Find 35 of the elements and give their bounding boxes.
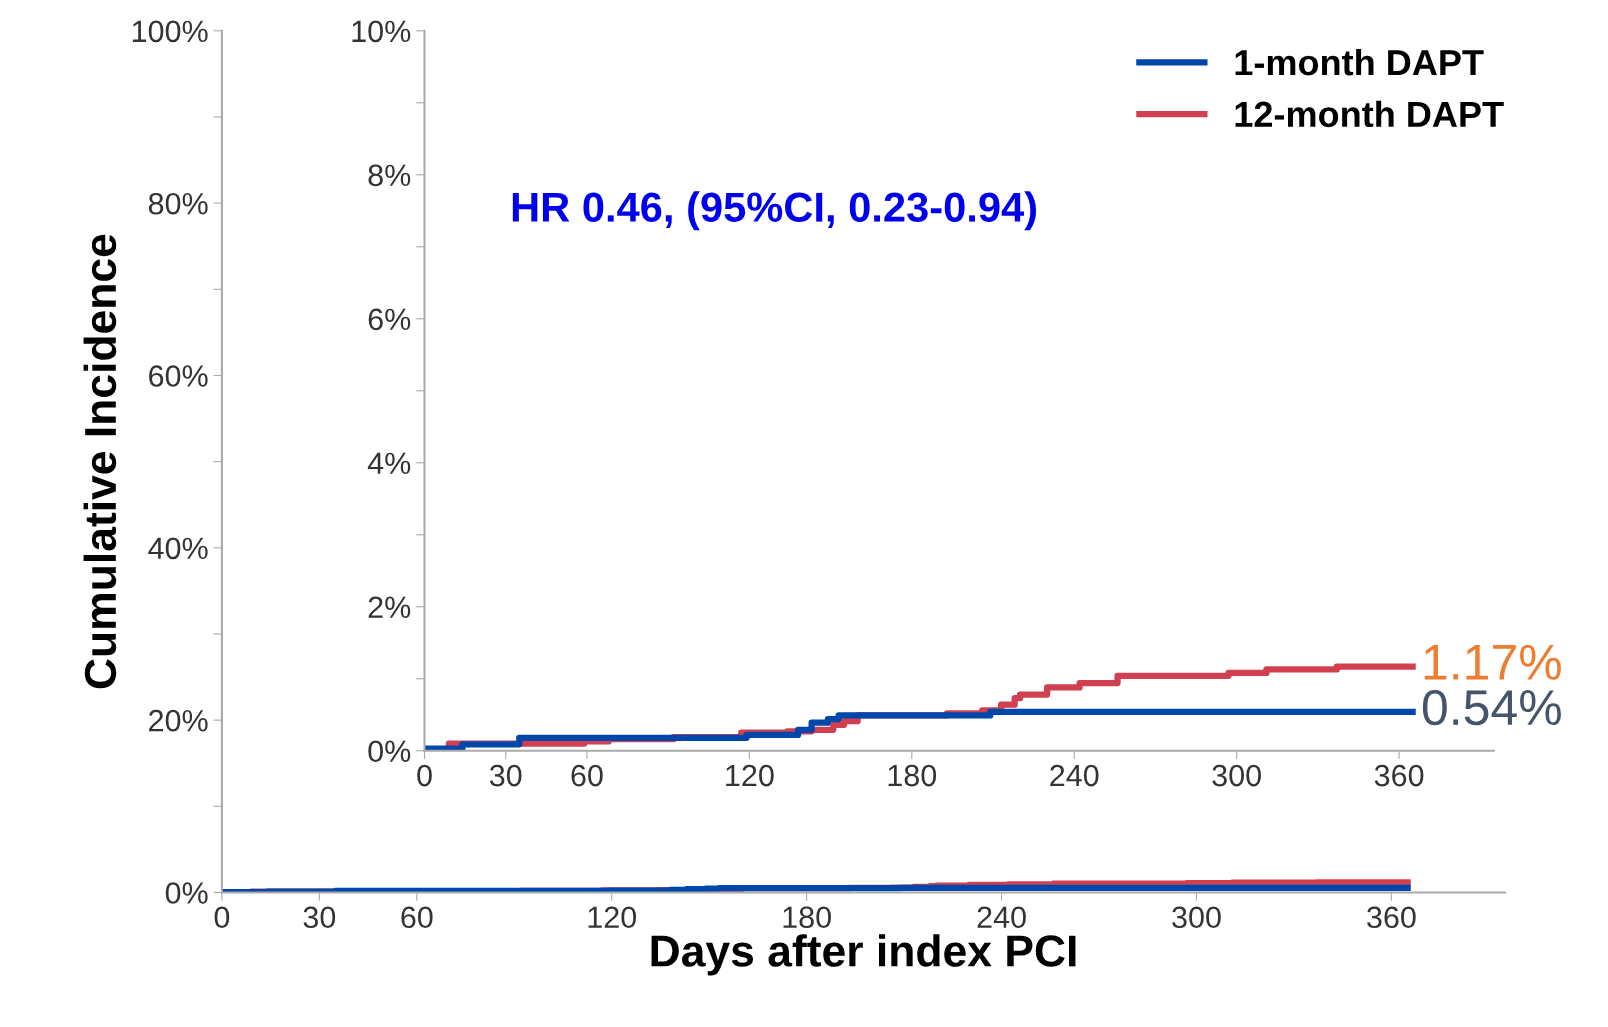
x-tick-label: 0: [417, 764, 432, 787]
y-tick-label: 60%: [149, 365, 208, 387]
x-tick-label: 180: [783, 906, 831, 929]
x-tick-label: 360: [1367, 906, 1416, 929]
x-tick-label: 360: [1374, 764, 1424, 787]
x-tick-label: 300: [1172, 906, 1221, 929]
y-axis-title: Cumulative Incidence: [83, 234, 117, 689]
y-tick-label: 0%: [165, 882, 208, 904]
y-tick-label: 10%: [352, 20, 411, 43]
y-tick-label: 20%: [149, 709, 208, 732]
x-tick-label: 300: [1212, 764, 1261, 787]
x-tick-label: 120: [588, 906, 637, 929]
legend-label: 12-month DAPT: [1235, 100, 1504, 128]
annotation: 1.17%: [1424, 644, 1561, 680]
x-tick-label: 240: [977, 906, 1026, 929]
x-tick-label: 240: [1050, 764, 1099, 787]
x-axis-title: Days after index PCI: [651, 934, 1076, 976]
annotation: 0.54%: [1422, 689, 1561, 726]
x-tick-label: 60: [571, 764, 603, 787]
x-tick-label: 30: [489, 764, 522, 787]
x-tick-label: 120: [726, 764, 774, 787]
x-tick-label: 180: [888, 764, 937, 787]
y-tick-label: 2%: [368, 596, 411, 618]
annotation: HR 0.46, (95%CI, 0.23-0.94): [512, 191, 1037, 231]
y-tick-label: 6%: [368, 308, 411, 331]
y-tick-label: 0%: [368, 740, 411, 763]
x-tick-label: 60: [401, 906, 433, 929]
y-tick-label: 80%: [148, 192, 208, 215]
x-tick-label: 0: [214, 906, 230, 929]
y-tick-label: 40%: [148, 537, 208, 560]
x-tick-label: 30: [303, 906, 336, 929]
y-tick-label: 4%: [367, 452, 411, 475]
legend-label: 1-month DAPT: [1235, 48, 1484, 76]
y-tick-label: 8%: [368, 164, 411, 187]
y-tick-label: 100%: [132, 20, 208, 43]
